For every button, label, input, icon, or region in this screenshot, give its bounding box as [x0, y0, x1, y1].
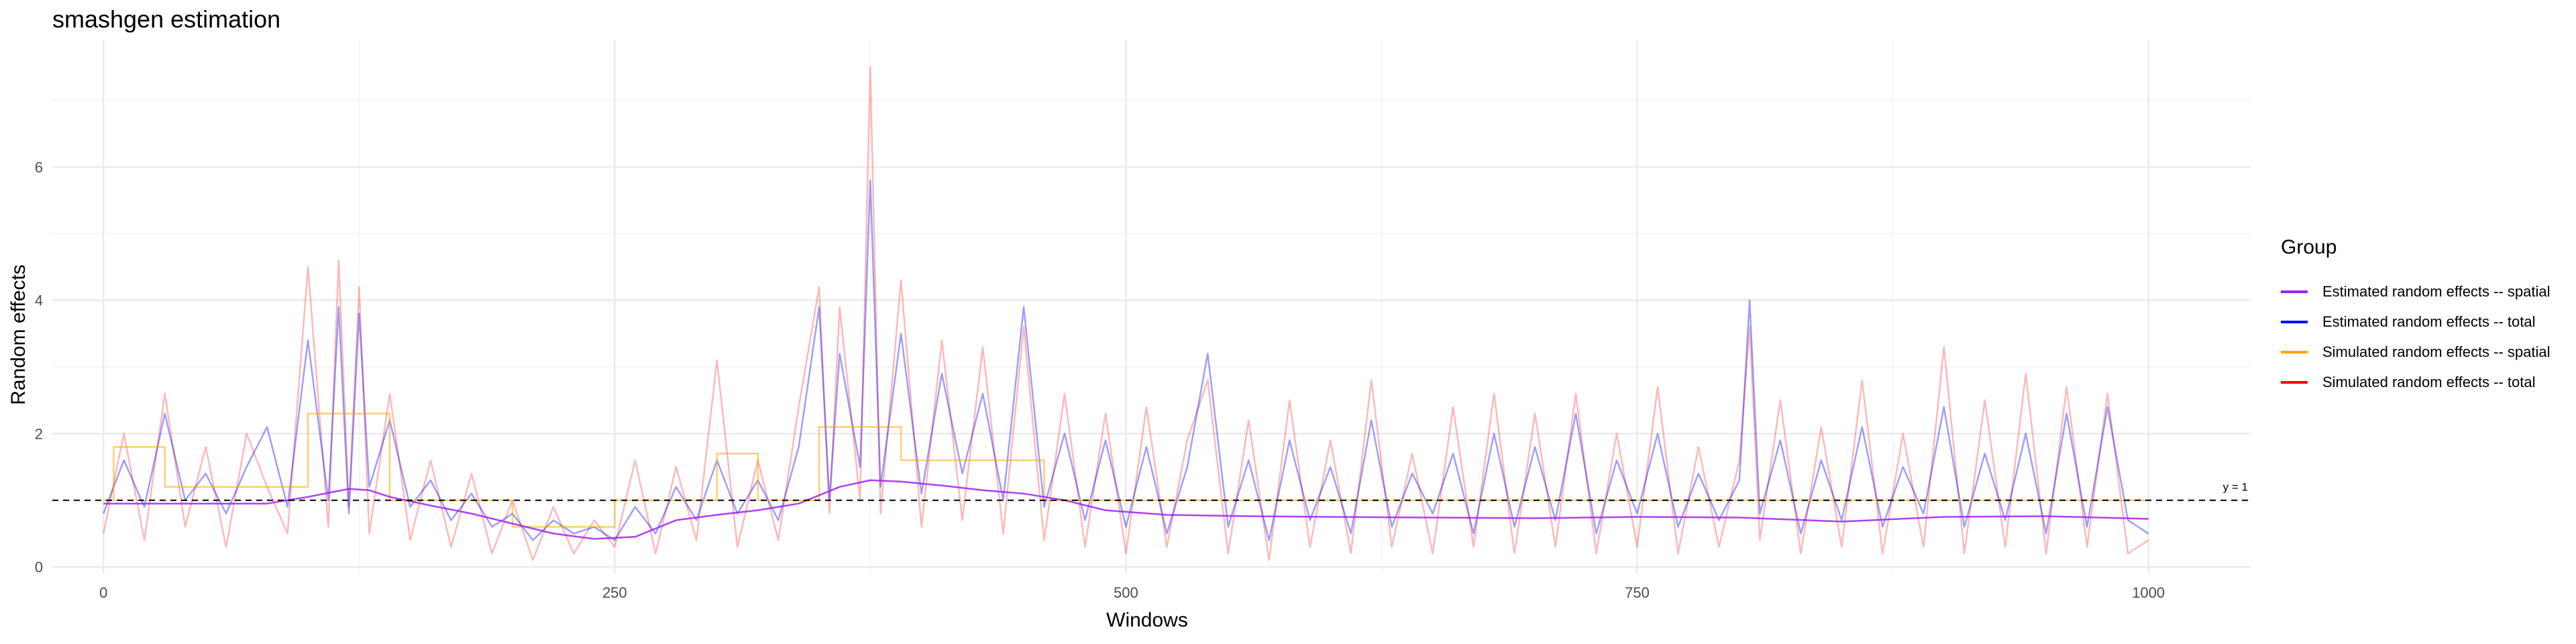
legend-item-simulated-total: Simulated random effects -- total: [2281, 367, 2569, 397]
series-estimated-total: [103, 179, 2149, 541]
legend-key-simulated-spatial: [2281, 350, 2308, 354]
x-tick-label: 750: [1625, 584, 1650, 601]
x-tick-label: 1000: [2132, 584, 2165, 601]
legend-label-estimated-spatial: Estimated random effects -- spatial: [2322, 282, 2551, 300]
y-tick-labels: 0 2 4 6: [35, 159, 43, 576]
y-tick-label: 4: [35, 292, 43, 309]
y-tick-label: 6: [35, 159, 43, 176]
x-tick-label: 500: [1114, 584, 1138, 601]
series-simulated-spatial: [103, 413, 2149, 528]
legend-label-simulated-spatial: Simulated random effects -- spatial: [2322, 343, 2551, 360]
legend-title: Group: [2281, 236, 2337, 258]
legend-label-estimated-total: Estimated random effects -- total: [2322, 313, 2536, 330]
x-tick-label: 0: [99, 584, 107, 601]
series-layer: [102, 66, 2149, 561]
grid-major: [52, 40, 2251, 574]
legend-item-simulated-spatial: Simulated random effects -- spatial: [2281, 337, 2569, 367]
y-tick-label: 2: [35, 425, 43, 442]
x-tick-label: 250: [602, 584, 627, 601]
y-axis-label: Random effects: [7, 264, 30, 405]
legend-label-simulated-total: Simulated random effects -- total: [2322, 373, 2536, 390]
x-tick-labels: 0 250 500 750 1000: [99, 584, 2165, 601]
legend-key-estimated-total: [2281, 320, 2308, 323]
legend-item-estimated-spatial: Estimated random effects -- spatial: [2281, 276, 2569, 307]
series-estimated-spatial: [103, 479, 2149, 540]
legend-item-estimated-total: Estimated random effects -- total: [2281, 307, 2569, 337]
chart-title: smashgen estimation: [52, 5, 281, 33]
legend: Group Estimated random effects -- spatia…: [2281, 236, 2569, 397]
reference-line-layer: y = 1: [52, 481, 2251, 501]
legend-key-estimated-spatial: [2281, 290, 2308, 293]
y-tick-label: 0: [35, 559, 43, 576]
reference-line-label: y = 1: [2223, 481, 2248, 494]
legend-key-simulated-total: [2281, 380, 2308, 384]
x-axis-label: Windows: [1106, 609, 1188, 631]
